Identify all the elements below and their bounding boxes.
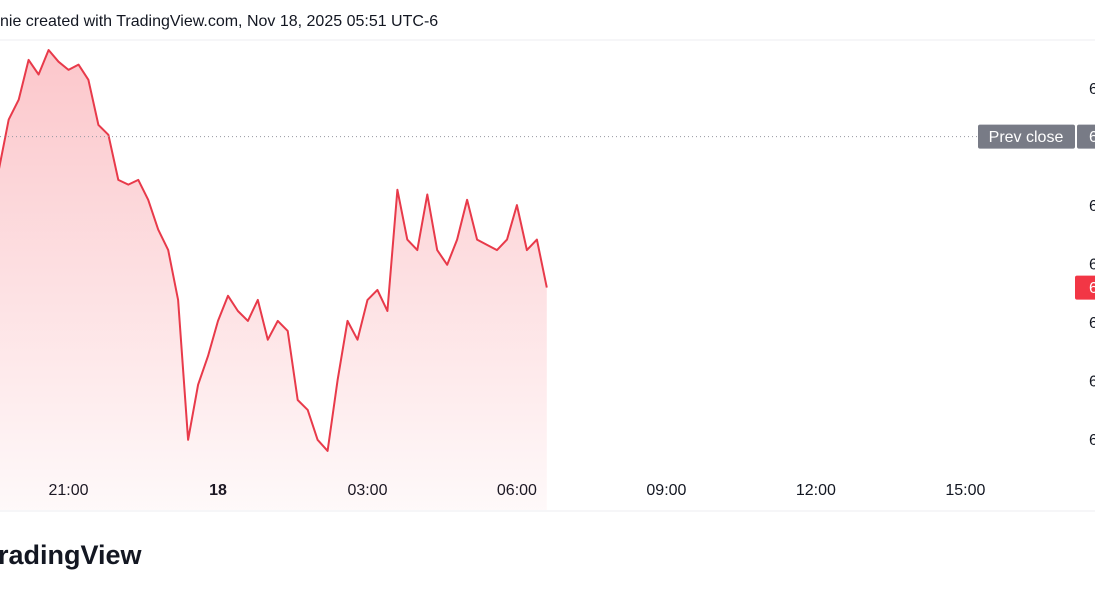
y-tick-label: 6 [1089,432,1095,449]
x-tick-label: 09:00 [646,482,686,499]
prev-close-label: Prev close [989,129,1064,146]
header-text: nie created with TradingView.com, Nov 18… [0,13,438,30]
y-tick-label: 6 [1089,257,1095,274]
logo: TradingView [0,540,143,570]
area [0,50,547,510]
x-tick-label: 12:00 [796,482,836,499]
last-price-label: 6 [1089,280,1095,297]
y-tick-label: 6 [1089,81,1095,98]
prev-close-badge [978,124,1075,149]
y-tick-label: 6 [1089,374,1095,391]
x-tick-label: 15:00 [945,482,985,499]
last-price-badge [1075,275,1095,300]
y-tick-label: 6 [1089,198,1095,215]
price-line [0,49,548,452]
y-tick-label: 6 [1089,315,1095,332]
prev-close-price: 6 [1089,129,1095,146]
prev-close-price-badge [1077,124,1095,149]
